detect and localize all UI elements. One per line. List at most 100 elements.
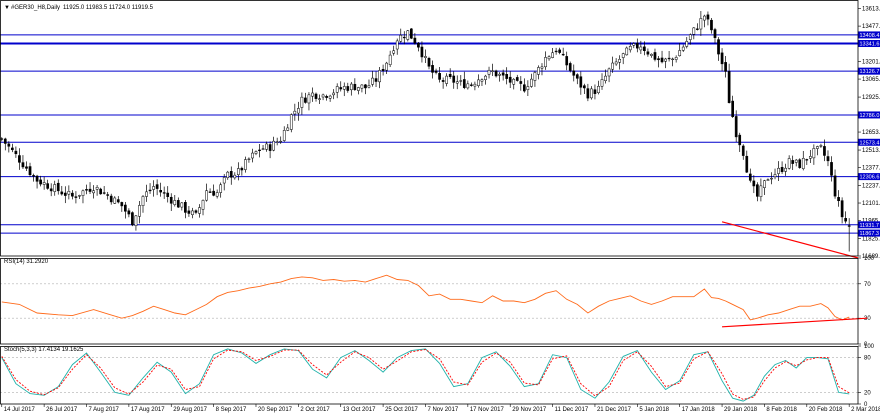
level-label-bg — [858, 111, 880, 119]
candle-body — [840, 200, 844, 218]
candle-body — [621, 53, 625, 58]
time-axis-label: 13 Oct 2017 — [343, 407, 376, 413]
candle-body — [590, 88, 593, 99]
time-axis-label: 2 Mar 2018 — [851, 407, 880, 413]
candle-body — [554, 50, 558, 53]
candle-body — [816, 146, 819, 149]
candle-body — [395, 40, 399, 50]
candle-body — [462, 79, 466, 88]
time-axis-label: 7 Nov 2017 — [427, 407, 458, 413]
candle-body — [95, 186, 99, 190]
candle-body — [28, 166, 32, 175]
candle-body — [685, 41, 689, 47]
candle-body — [357, 87, 360, 91]
candle-body — [63, 192, 67, 196]
candle-body — [752, 180, 756, 187]
candle-body — [131, 212, 134, 226]
candle-body — [766, 179, 770, 181]
candle-body — [837, 197, 840, 202]
candle-body — [0, 138, 4, 140]
candle-body — [833, 175, 837, 197]
price-axis-label: 12925.0 — [862, 95, 880, 101]
candle-body — [413, 37, 417, 44]
candle-body — [441, 80, 445, 82]
candle-body — [346, 86, 350, 91]
candle-body — [487, 69, 491, 75]
candle-body — [445, 75, 448, 84]
level-label: 13341.6 — [860, 42, 880, 48]
candle-body — [18, 155, 21, 163]
candle-body — [484, 75, 487, 80]
candle-body — [124, 204, 127, 212]
time-axis-label: 21 Dec 2017 — [597, 407, 632, 413]
candle-body — [819, 145, 823, 147]
candle-body — [201, 200, 205, 210]
candle-body — [233, 174, 237, 179]
candle-body — [741, 145, 745, 156]
candle-body — [646, 51, 650, 55]
price-axis-label: 13613.0 — [862, 7, 880, 13]
candle-body — [671, 58, 674, 61]
candle-body — [477, 79, 480, 86]
time-axis-label: 20 Sep 2017 — [258, 407, 293, 413]
level-label: 12306.6 — [860, 175, 880, 181]
price-axis-label: 13201.0 — [862, 60, 880, 66]
time-axis-label: 2 Oct 2017 — [300, 407, 330, 413]
time-axis-label: 8 Feb 2018 — [766, 407, 797, 413]
candle-body — [152, 186, 155, 190]
time-axis-label: 5 Jan 2018 — [639, 407, 669, 413]
stoch-axis-label: 20 — [864, 390, 871, 396]
candle-body — [756, 184, 759, 197]
price-candles — [0, 11, 851, 252]
candle-body — [639, 46, 643, 51]
price-trendline-segment — [721, 221, 859, 259]
candle-body — [508, 76, 512, 83]
candle-body — [226, 171, 230, 178]
time-axis-label: 11 Dec 2017 — [555, 407, 589, 413]
candle-body — [568, 63, 572, 71]
candle-body — [229, 171, 233, 178]
candle-body — [597, 86, 600, 94]
candle-body — [286, 127, 290, 131]
candle-body — [88, 188, 92, 192]
candle-body — [388, 54, 392, 65]
candle-body — [21, 162, 25, 168]
candle-body — [519, 81, 523, 84]
candle-body — [470, 84, 473, 86]
candle-body — [438, 73, 441, 80]
candle-body — [155, 184, 159, 189]
candle-body — [406, 30, 410, 40]
candle-body — [49, 188, 53, 192]
candle-body — [773, 174, 777, 178]
candle-body — [530, 78, 533, 87]
price-axis-label: 12237.0 — [862, 184, 880, 190]
candle-body — [533, 72, 537, 81]
candle-body — [173, 200, 177, 205]
stoch-series-line — [1, 349, 850, 400]
candle-body — [561, 53, 565, 56]
candle-body — [176, 200, 180, 208]
rsi-panel-frame — [0, 258, 859, 345]
candle-body — [459, 80, 463, 82]
rsi-title: RSI(14) 31.2920 — [4, 259, 49, 265]
rsi-panel: 100 70 30 0 — [0, 256, 875, 348]
candle-body — [625, 47, 629, 56]
candle-body — [74, 196, 78, 198]
candle-body — [734, 116, 738, 138]
candle-body — [515, 77, 519, 81]
candle-body — [692, 27, 696, 35]
candle-body — [116, 199, 120, 203]
candle-body — [113, 197, 117, 204]
candle-body — [759, 185, 763, 197]
candle-body — [611, 62, 614, 70]
candle-body — [371, 77, 374, 85]
candle-body — [805, 159, 809, 161]
candle-body — [222, 177, 226, 184]
candle-body — [120, 202, 124, 207]
time-axis-label: 8 Sep 2017 — [216, 407, 247, 413]
candle-body — [614, 61, 618, 65]
ohlc-readout: 11925.0 11983.5 11724.0 11919.5 — [63, 5, 154, 11]
price-panel-frame — [0, 0, 859, 257]
candle-body — [300, 96, 304, 108]
candle-body — [46, 183, 50, 189]
